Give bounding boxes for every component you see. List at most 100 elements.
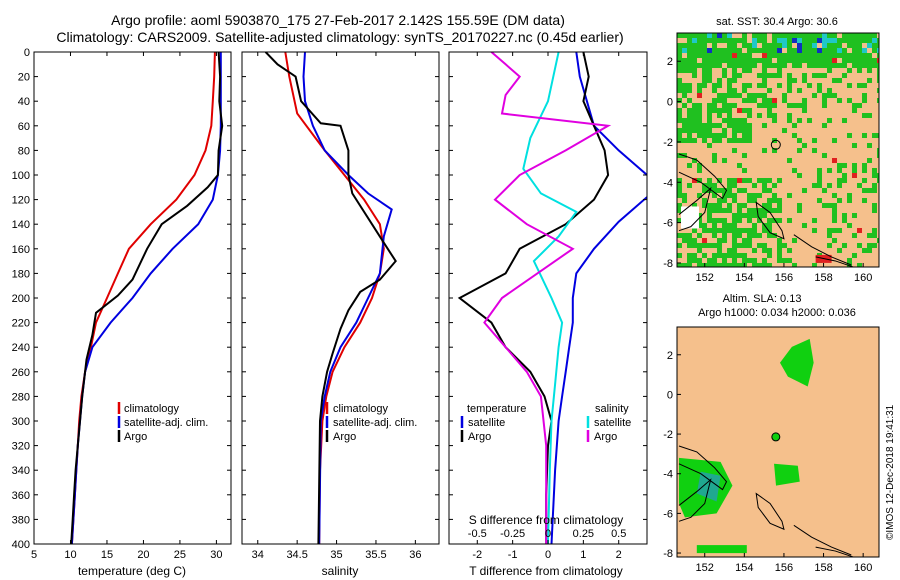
- sst-cell: [837, 43, 842, 48]
- sst-cell: [727, 123, 732, 128]
- sst-cell: [707, 33, 712, 38]
- sst-cell: [792, 103, 797, 108]
- sst-cell: [732, 118, 737, 123]
- sst-cell: [862, 113, 867, 118]
- sst-cell: [742, 98, 747, 103]
- y-tick-label: 380: [12, 514, 30, 526]
- sst-cell: [762, 43, 767, 48]
- sst-cell: [757, 243, 762, 248]
- sst-cell: [767, 223, 772, 228]
- sst-cell: [857, 183, 862, 188]
- sst-cell: [692, 228, 697, 233]
- sst-cell: [762, 228, 767, 233]
- sst-cell: [747, 123, 752, 128]
- y-tick-label: 100: [12, 170, 30, 182]
- sst-cell: [762, 83, 767, 88]
- sst-cell: [712, 58, 717, 63]
- sst-cell: [712, 258, 717, 263]
- y-tick-label: 140: [12, 219, 30, 231]
- sst-cell: [807, 33, 812, 38]
- sst-cell: [852, 58, 857, 63]
- sst-cell: [717, 123, 722, 128]
- sst-cell: [867, 143, 872, 148]
- sst-cell: [707, 143, 712, 148]
- sst-cell: [702, 133, 707, 138]
- sst-cell: [817, 88, 822, 93]
- sst-cell: [862, 48, 867, 53]
- sst-cell: [802, 78, 807, 83]
- sst-cell: [702, 78, 707, 83]
- sst-cell: [722, 133, 727, 138]
- sst-cell: [707, 63, 712, 68]
- sst-cell: [817, 58, 822, 63]
- sst-cell: [702, 38, 707, 43]
- sst-cell: [762, 73, 767, 78]
- sst-cell: [842, 38, 847, 43]
- legend-climatology: climatology: [333, 403, 389, 415]
- sst-cell: [682, 33, 687, 38]
- sst-cell: [707, 68, 712, 73]
- sst-cell: [862, 198, 867, 203]
- sst-cell: [727, 208, 732, 213]
- sst-cell: [767, 108, 772, 113]
- sst-cell: [827, 168, 832, 173]
- sst-cell: [742, 153, 747, 158]
- sst-cell: [742, 228, 747, 233]
- sst-cell: [702, 238, 707, 243]
- sst-cell: [842, 218, 847, 223]
- sst-cell: [852, 33, 857, 38]
- sst-cell: [772, 48, 777, 53]
- sst-cell: [697, 168, 702, 173]
- sst-cell: [767, 203, 772, 208]
- sst-cell: [717, 98, 722, 103]
- sst-cell: [722, 38, 727, 43]
- sst-cell: [862, 163, 867, 168]
- sst-cell: [817, 38, 822, 43]
- sst-cell: [702, 253, 707, 258]
- sst-cell: [852, 163, 857, 168]
- sst-cell: [677, 128, 682, 133]
- sst-cell: [707, 103, 712, 108]
- sst-cell: [722, 93, 727, 98]
- sst-cell: [772, 233, 777, 238]
- sst-cell: [732, 78, 737, 83]
- sst-cell: [752, 63, 757, 68]
- sst-cell: [712, 218, 717, 223]
- sst-cell: [697, 218, 702, 223]
- sst-cell: [802, 38, 807, 43]
- sst-cell: [822, 38, 827, 43]
- sst-cell: [867, 78, 872, 83]
- sst-cell: [862, 178, 867, 183]
- sst-cell: [712, 193, 717, 198]
- sst-cell: [732, 248, 737, 253]
- sst-cell: [787, 193, 792, 198]
- sst-cell: [832, 203, 837, 208]
- sst-cell: [757, 193, 762, 198]
- sst-cell: [777, 238, 782, 243]
- sst-cell: [717, 188, 722, 193]
- sst-cell: [817, 83, 822, 88]
- sst-cell: [702, 73, 707, 78]
- sst-cell: [692, 53, 697, 58]
- sst-cell: [837, 168, 842, 173]
- sst-cell: [687, 233, 692, 238]
- sst-cell: [742, 63, 747, 68]
- sst-cell: [717, 113, 722, 118]
- sst-cell: [677, 243, 682, 248]
- sst-cell: [752, 208, 757, 213]
- sst-cell: [682, 63, 687, 68]
- sst-cell: [702, 188, 707, 193]
- sst-cell: [827, 118, 832, 123]
- sst-cell: [812, 33, 817, 38]
- sst-cell: [767, 218, 772, 223]
- sst-cell: [732, 223, 737, 228]
- map-content: [677, 327, 879, 557]
- sst-cell: [777, 258, 782, 263]
- sst-cell: [737, 243, 742, 248]
- sst-cell: [742, 58, 747, 63]
- sst-cell: [762, 63, 767, 68]
- sst-cell: [777, 63, 782, 68]
- sst-cell: [797, 148, 802, 153]
- sst-cell: [712, 63, 717, 68]
- sst-cell: [712, 33, 717, 38]
